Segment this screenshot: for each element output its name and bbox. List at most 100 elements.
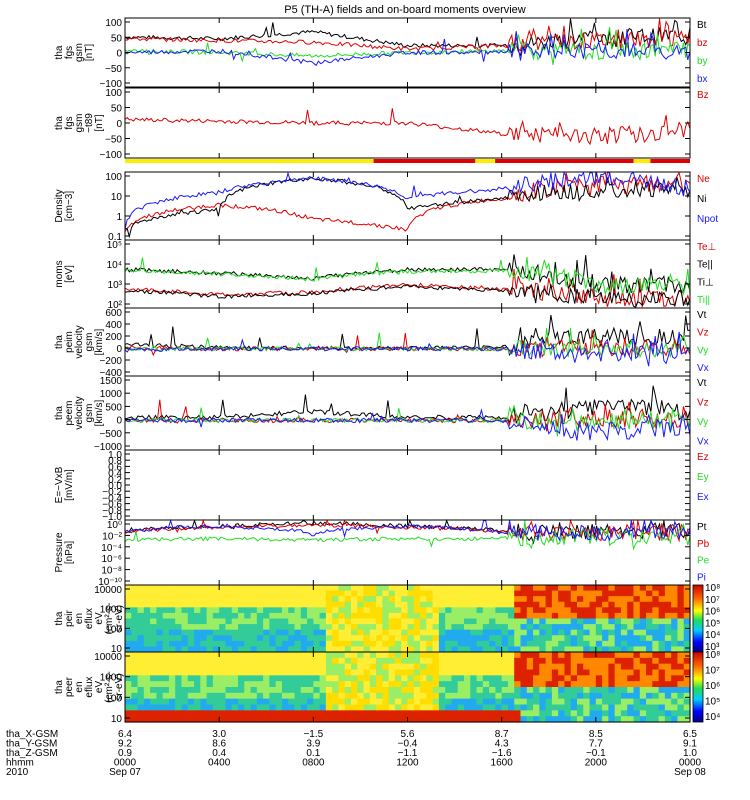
spectrogram-cell <box>363 692 371 700</box>
spectrogram-cell <box>620 687 628 694</box>
spectrogram-cell <box>187 692 195 700</box>
spectrogram-cell <box>558 681 566 688</box>
spectrogram-cell <box>275 687 283 694</box>
y-tick-label: 0.8 <box>108 456 122 467</box>
spectrogram-cell <box>200 612 208 620</box>
spectrogram-cell <box>595 716 603 723</box>
spectrogram-cell <box>438 669 446 676</box>
spectrogram-cell <box>338 687 346 694</box>
spectrogram-cell <box>476 624 484 631</box>
spectrogram-cell <box>307 698 314 706</box>
spectrogram-cell <box>633 640 641 648</box>
spectrogram-cell <box>526 635 534 642</box>
spectrogram-cell <box>445 675 453 682</box>
spectrogram-cell <box>583 675 591 682</box>
spectrogram-cell <box>489 590 496 597</box>
spectrogram-cell <box>200 681 208 688</box>
spectrogram-cell <box>125 687 132 694</box>
spectrogram-cell <box>551 596 559 603</box>
spectrogram-cell <box>545 629 553 636</box>
spectrogram-cell <box>608 663 616 671</box>
footer-value: 0.1 <box>306 748 320 759</box>
spectrogram-cell <box>300 681 308 688</box>
spectrogram-cell <box>225 716 233 723</box>
spectrogram-cell <box>382 596 390 603</box>
spectrogram-cell <box>125 596 132 603</box>
spectrogram-cell <box>288 596 296 603</box>
spectrogram-cell <box>181 698 189 706</box>
spectrogram-cell <box>639 624 647 631</box>
spectrogram-cell <box>633 596 641 603</box>
spectrogram-cell <box>520 640 528 648</box>
footer-row-label: hhmm <box>6 758 34 769</box>
spectrogram-cell <box>489 635 496 642</box>
spectrogram-cell <box>608 601 616 608</box>
spectrogram-cell <box>250 590 258 597</box>
spectrogram-cell <box>219 601 227 608</box>
spectrogram-cell <box>137 652 145 659</box>
spectrogram-cell <box>683 596 691 603</box>
spectrogram-cell <box>244 646 252 653</box>
legend-item: Ni <box>697 194 706 205</box>
spectrogram-cell <box>206 663 214 671</box>
spectrogram-cell <box>162 710 170 717</box>
spectrogram-cell <box>351 692 358 700</box>
spectrogram-cell <box>470 635 478 642</box>
spectrogram-cell <box>545 640 553 648</box>
spectrogram-cell <box>275 692 283 700</box>
spectrogram-cell <box>394 640 402 648</box>
spectrogram-cell <box>501 687 509 694</box>
spectrogram-cell <box>501 657 509 665</box>
spectrogram-cell <box>614 698 622 706</box>
spectrogram-cell <box>583 618 591 625</box>
spectrogram-cell <box>627 612 635 620</box>
footer-row-label: tha_X-GSM <box>6 729 58 740</box>
spectrogram-cell <box>658 640 666 648</box>
spectrogram-cell <box>457 629 465 636</box>
legend-item: Bz <box>697 90 709 101</box>
spectrogram-cell <box>388 652 396 659</box>
spectrogram-cell <box>482 698 490 706</box>
spectrogram-cell <box>583 710 591 717</box>
spectrogram-cell <box>357 704 365 711</box>
spectrogram-cell <box>489 657 496 665</box>
spectrogram-cell <box>570 663 578 671</box>
spectrogram-cell <box>652 590 660 597</box>
spectrogram-cell <box>363 663 371 671</box>
spectrogram-cell <box>426 675 434 682</box>
spectrogram-cell <box>363 618 371 625</box>
spectrogram-cell <box>156 640 164 648</box>
spectrogram-cell <box>526 652 534 659</box>
spectrogram-cell <box>263 612 270 620</box>
spectrogram-cell <box>263 640 270 648</box>
spectrogram-cell <box>627 640 635 648</box>
spectrogram-cell <box>602 657 609 665</box>
y-tick-label: 0.6 <box>108 462 122 473</box>
spectrogram-cell <box>325 601 333 608</box>
spectrogram-cell <box>376 646 383 653</box>
spectrogram-cell <box>181 663 189 671</box>
y-tick-label: 10³ <box>108 280 123 291</box>
spectrogram-cell <box>137 640 145 648</box>
spectrogram-cell <box>369 612 377 620</box>
y-tick-label: 0 <box>116 416 122 427</box>
spectrogram-cell <box>495 710 503 717</box>
legend-item: Ey <box>697 472 709 483</box>
spectrogram-cell <box>238 596 245 603</box>
spectrogram-cell <box>256 652 264 659</box>
spectrogram-cell <box>577 704 584 711</box>
spectrogram-cell <box>652 601 660 608</box>
spectrogram-cell <box>545 585 553 592</box>
spectrogram-cell <box>212 585 220 592</box>
spectrogram-cell <box>608 657 616 665</box>
spectrogram-cell <box>332 652 340 659</box>
spectrogram-cell <box>526 687 534 694</box>
spectrogram-cell <box>514 585 522 592</box>
spectrogram-cell <box>432 681 440 688</box>
spectrogram-cell <box>150 687 157 694</box>
spectrogram-cell <box>250 692 258 700</box>
spectrogram-cell <box>250 585 258 592</box>
spectrogram-cell <box>219 716 227 723</box>
spectrogram-cell <box>570 640 578 648</box>
spectrogram-cell <box>125 629 132 636</box>
